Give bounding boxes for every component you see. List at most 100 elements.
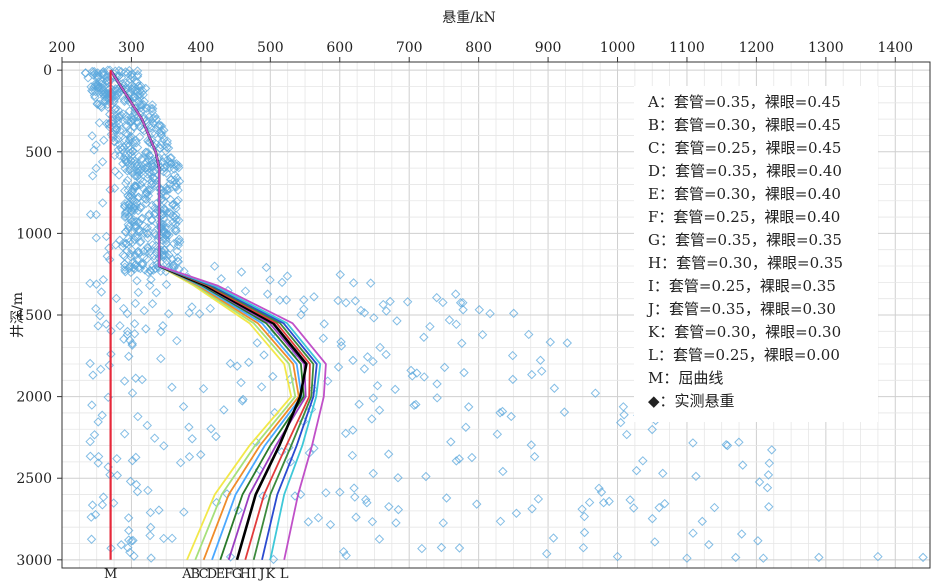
measured-point (419, 332, 429, 342)
measured-point (402, 297, 413, 307)
measured-point (128, 263, 138, 273)
measured-point (91, 279, 102, 289)
curve-label-k: K (265, 567, 275, 581)
measured-point (109, 183, 120, 193)
measured-point (225, 358, 236, 369)
measured-point (349, 483, 359, 493)
measured-point (362, 352, 373, 362)
measured-point (209, 261, 220, 271)
measured-point (131, 138, 141, 148)
measured-point (536, 366, 547, 376)
measured-point (145, 280, 155, 291)
measured-point (196, 449, 206, 460)
legend-entry: M：屈曲线 (648, 369, 723, 387)
measured-point (121, 157, 131, 167)
measured-point (137, 100, 147, 110)
measured-point (368, 468, 378, 479)
measured-point (333, 362, 344, 372)
legend-entry: A：套管=0.35，裸眼=0.45 (647, 93, 841, 111)
measured-point (144, 150, 154, 160)
measured-point (87, 131, 97, 141)
measured-point (579, 527, 590, 538)
measured-point (174, 215, 184, 226)
x-tick-label: 1200 (739, 40, 775, 56)
measured-point (93, 80, 103, 91)
measured-point (159, 163, 170, 173)
measured-point (93, 458, 103, 468)
measured-point (451, 319, 461, 330)
measured-point (154, 505, 164, 515)
measured-point (123, 185, 133, 196)
measured-point (120, 267, 131, 277)
measured-point (147, 240, 158, 250)
measured-point (159, 533, 169, 544)
measured-point (277, 277, 287, 288)
measured-point (450, 289, 461, 299)
measured-point (133, 411, 143, 422)
measured-point (133, 232, 143, 243)
measured-point (359, 308, 370, 318)
measured-point (109, 137, 120, 147)
measured-point (97, 500, 108, 510)
measured-point (507, 350, 518, 361)
measured-point (432, 292, 442, 303)
measured-point (130, 159, 141, 169)
measured-point (110, 150, 120, 161)
measured-point (96, 364, 106, 375)
measured-point (628, 503, 639, 513)
measured-point (147, 299, 158, 309)
measured-point (97, 157, 108, 167)
measured-point (762, 483, 773, 493)
measured-point (161, 191, 171, 201)
measured-point (753, 536, 763, 546)
measured-point (124, 135, 135, 146)
measured-point (135, 161, 145, 171)
measured-point (321, 488, 331, 498)
measured-point (205, 303, 215, 314)
curve-label-c: C (199, 567, 209, 581)
measured-point (86, 534, 97, 544)
measured-point (138, 183, 149, 194)
measured-point (144, 210, 154, 221)
measured-point (146, 553, 156, 563)
measured-point (125, 476, 136, 487)
measured-point (87, 500, 98, 510)
measured-point (87, 171, 98, 181)
measured-point (336, 337, 346, 347)
y-tick-label: 1500 (16, 308, 52, 324)
measured-point (211, 431, 221, 442)
legend-entry: D：套管=0.35，裸眼=0.40 (648, 162, 842, 180)
measured-point (596, 487, 607, 497)
measured-point (390, 384, 400, 395)
measured-point (467, 452, 477, 463)
measured-point (88, 370, 98, 380)
x-axis-title: 悬重/kN (442, 10, 495, 26)
measured-point (647, 424, 657, 435)
measured-point (138, 228, 149, 238)
measured-point (126, 155, 136, 166)
measured-point (117, 241, 128, 252)
measured-point (704, 539, 714, 550)
y-tick-label: 2000 (16, 390, 52, 406)
measured-point (97, 198, 108, 208)
measured-point (132, 118, 143, 128)
measured-point (131, 86, 142, 96)
measured-point (232, 361, 242, 371)
measured-point (85, 278, 95, 289)
measured-point (303, 517, 314, 527)
measured-point (130, 298, 141, 309)
measured-point (495, 408, 505, 418)
measured-point (535, 355, 546, 365)
measured-point (145, 507, 156, 518)
measured-point (85, 436, 95, 447)
measured-point (335, 269, 345, 280)
measured-point (143, 485, 153, 496)
measured-point (216, 274, 226, 284)
measured-point (127, 338, 137, 349)
measured-point (526, 440, 537, 450)
measured-point (148, 173, 158, 183)
measured-point (122, 308, 133, 319)
measured-point (116, 66, 126, 77)
measured-point (162, 208, 172, 218)
measured-point (533, 494, 544, 504)
